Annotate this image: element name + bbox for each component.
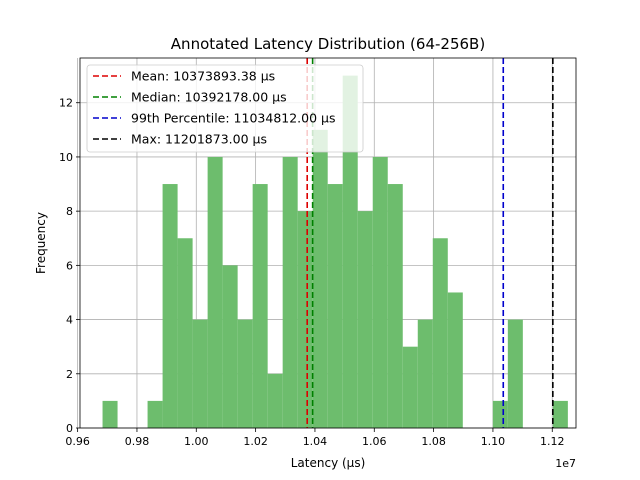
histogram-bar <box>222 265 238 428</box>
legend-box <box>86 64 364 153</box>
histogram-bar <box>432 238 448 428</box>
x-axis-label: Latency (µs) <box>291 456 366 470</box>
x-tick-label: 0.98 <box>125 435 150 448</box>
x-tick-label: 1.04 <box>303 435 328 448</box>
histogram-bar <box>102 400 118 428</box>
chart-title: Annotated Latency Distribution (64-256B) <box>171 35 485 53</box>
y-tick-label: 6 <box>66 259 73 272</box>
y-tick-label: 12 <box>59 97 73 110</box>
legend-label: Max: 11201873.00 µs <box>131 132 267 147</box>
x-tick-label: 0.96 <box>65 435 90 448</box>
x-tick-label: 1.06 <box>362 435 387 448</box>
histogram-bar <box>372 156 388 428</box>
x-tick-label: 1.02 <box>243 435 268 448</box>
x-tick-label: 1.10 <box>481 435 506 448</box>
histogram-bar <box>207 156 223 428</box>
x-tick-label: 1.08 <box>421 435 446 448</box>
y-tick-label: 2 <box>66 368 73 381</box>
y-tick-label: 0 <box>66 422 73 435</box>
histogram-bar <box>147 400 163 428</box>
reference-lines <box>306 58 554 428</box>
y-tick-label: 10 <box>59 151 73 164</box>
histogram-bar <box>312 129 328 429</box>
histogram-bar <box>552 400 568 428</box>
histogram-bar <box>237 319 253 428</box>
histogram-bar <box>342 75 358 428</box>
histogram-bars <box>102 75 568 429</box>
histogram-bar <box>417 319 433 428</box>
x-axis-ticks: 0.96 0.98 1.00 1.02 1.04 1.06 1.08 1.10 1.12 <box>65 428 565 448</box>
x-tick-label: 1.00 <box>184 435 209 448</box>
histogram-bar <box>327 184 343 428</box>
histogram-bar <box>192 319 208 428</box>
legend: Mean: 10373893.38 µs Median: 10392178.00 … <box>86 64 364 153</box>
y-axis-label: Frequency <box>34 212 48 274</box>
histogram-bar <box>387 184 403 428</box>
legend-label: Mean: 10373893.38 µs <box>131 69 275 84</box>
x-axis-offset-label: 1e7 <box>555 457 576 470</box>
histogram-bar <box>297 211 313 428</box>
x-tick-label: 1.12 <box>540 435 565 448</box>
legend-label: 99th Percentile: 11034812.00 µs <box>131 111 336 126</box>
histogram-bar <box>402 346 418 428</box>
y-tick-label: 4 <box>66 314 73 327</box>
histogram-bar <box>282 156 298 428</box>
histogram-bar <box>507 319 523 428</box>
plot-frame <box>79 57 577 429</box>
histogram-bar <box>177 238 193 428</box>
histogram-bar <box>492 400 508 428</box>
histogram-bar <box>447 292 463 428</box>
legend-label: Median: 10392178.00 µs <box>131 90 287 105</box>
y-tick-label: 8 <box>66 205 73 218</box>
histogram-bar <box>267 373 283 428</box>
histogram-bar <box>357 211 373 428</box>
histogram-bar <box>252 184 268 428</box>
histogram-bar <box>162 184 178 428</box>
y-axis-ticks: 0 2 4 6 8 10 12 <box>59 97 80 435</box>
